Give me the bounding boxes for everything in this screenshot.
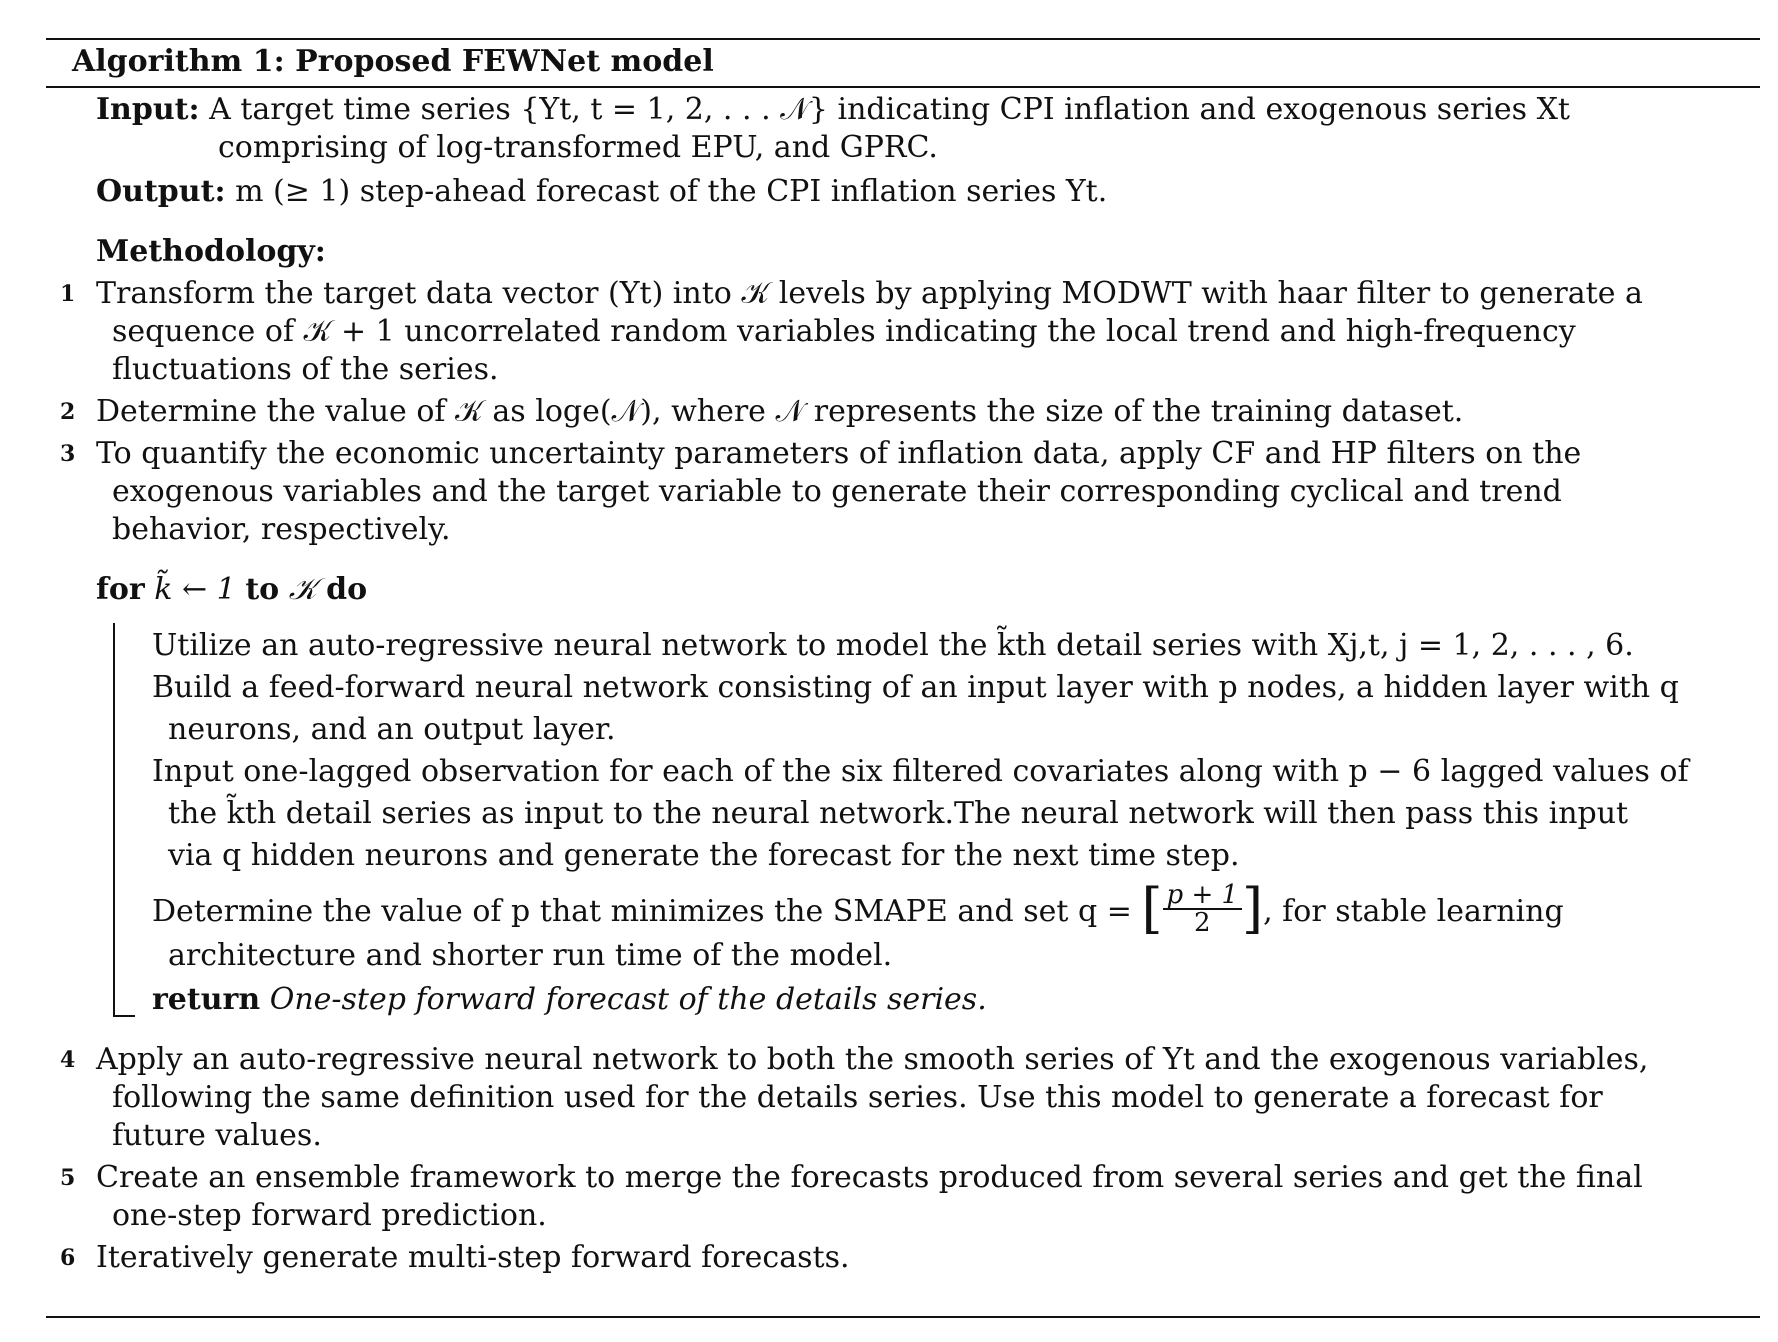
bottom-rule (46, 1316, 1760, 1318)
top-rule (46, 38, 1760, 40)
ceil-left-bracket: [ (1141, 877, 1163, 940)
for-keyword: for (96, 572, 145, 607)
to-keyword: to (245, 572, 280, 607)
step-1-line-2: sequence of 𝒦 + 1 uncorrelated random va… (112, 314, 1576, 349)
for-range-start: k̃ ← 1 (154, 572, 236, 607)
smape-text: Determine the value of p that minimizes … (152, 894, 1132, 929)
fraction-numerator: p + 1 (1162, 882, 1243, 910)
return-text: One-step forward forecast of the details… (269, 982, 987, 1017)
input-text-1: A target time series {Yt, t = 1, 2, . . … (209, 92, 1570, 127)
loop-body-line: the k̃th detail series as input to the n… (168, 796, 1629, 831)
do-keyword: do (326, 572, 368, 607)
algorithm-title: Algorithm 1: Proposed FEWNet model (72, 44, 714, 79)
loop-body-line: architecture and shorter run time of the… (168, 938, 893, 973)
step-3-line-2: exogenous variables and the target varia… (112, 474, 1562, 509)
step-1-line-3: fluctuations of the series. (112, 352, 499, 387)
return-line: return One-step forward forecast of the … (152, 982, 987, 1018)
loop-body-line: neurons, and an output layer. (168, 712, 616, 747)
step-number: 6 (60, 1245, 76, 1271)
step-6-line-1: Iteratively generate multi-step forward … (96, 1240, 850, 1275)
output-label: Output: (96, 174, 226, 209)
step-2-line-1: Determine the value of 𝒦 as loge(𝒩), whe… (96, 394, 1464, 429)
ceil-right-bracket: ] (1242, 877, 1264, 940)
step-number: 3 (60, 441, 76, 467)
step-3-line-3: behavior, respectively. (112, 512, 451, 547)
input-line-1: Input: A target time series {Yt, t = 1, … (96, 92, 1570, 128)
title-rule (46, 86, 1760, 88)
loop-body-line: Build a feed-forward neural network cons… (152, 670, 1679, 705)
step-4-line-2: following the same definition used for t… (112, 1080, 1603, 1115)
step-4-line-1: Apply an auto-regressive neural network … (96, 1042, 1649, 1077)
step-number: 4 (60, 1047, 76, 1073)
return-keyword: return (152, 982, 261, 1017)
step-3-line-1: To quantify the economic uncertainty par… (96, 436, 1582, 471)
fraction-denominator: 2 (1194, 908, 1211, 938)
step-1-line-1: Transform the target data vector (Yt) in… (96, 276, 1643, 311)
loop-bar (113, 623, 115, 1017)
loop-body-line: via q hidden neurons and generate the fo… (168, 838, 1240, 873)
step-number: 2 (60, 399, 76, 425)
loop-body-line: Input one-lagged observation for each of… (152, 754, 1689, 789)
smape-text-tail: , for stable learning (1263, 894, 1564, 929)
step-5-line-1: Create an ensemble framework to merge th… (96, 1160, 1643, 1195)
output-text: m (≥ 1) step-ahead forecast of the CPI i… (235, 174, 1108, 209)
loop-body-line: Utilize an auto-regressive neural networ… (152, 628, 1634, 663)
step-number: 5 (60, 1165, 76, 1191)
input-label: Input: (96, 92, 200, 127)
step-4-line-3: future values. (112, 1118, 322, 1153)
smape-line: Determine the value of p that minimizes … (152, 882, 1564, 940)
loop-foot (113, 1015, 135, 1017)
for-range-end: 𝒦 (288, 572, 317, 607)
output-line: Output: m (≥ 1) step-ahead forecast of t… (96, 174, 1107, 210)
step-number: 1 (60, 281, 76, 307)
methodology-label: Methodology: (96, 234, 326, 269)
step-5-line-2: one-step forward prediction. (112, 1198, 547, 1233)
for-loop-header: for k̃ ← 1 to 𝒦 do (96, 572, 367, 608)
input-text-2: comprising of log-transformed EPU, and G… (218, 130, 938, 165)
